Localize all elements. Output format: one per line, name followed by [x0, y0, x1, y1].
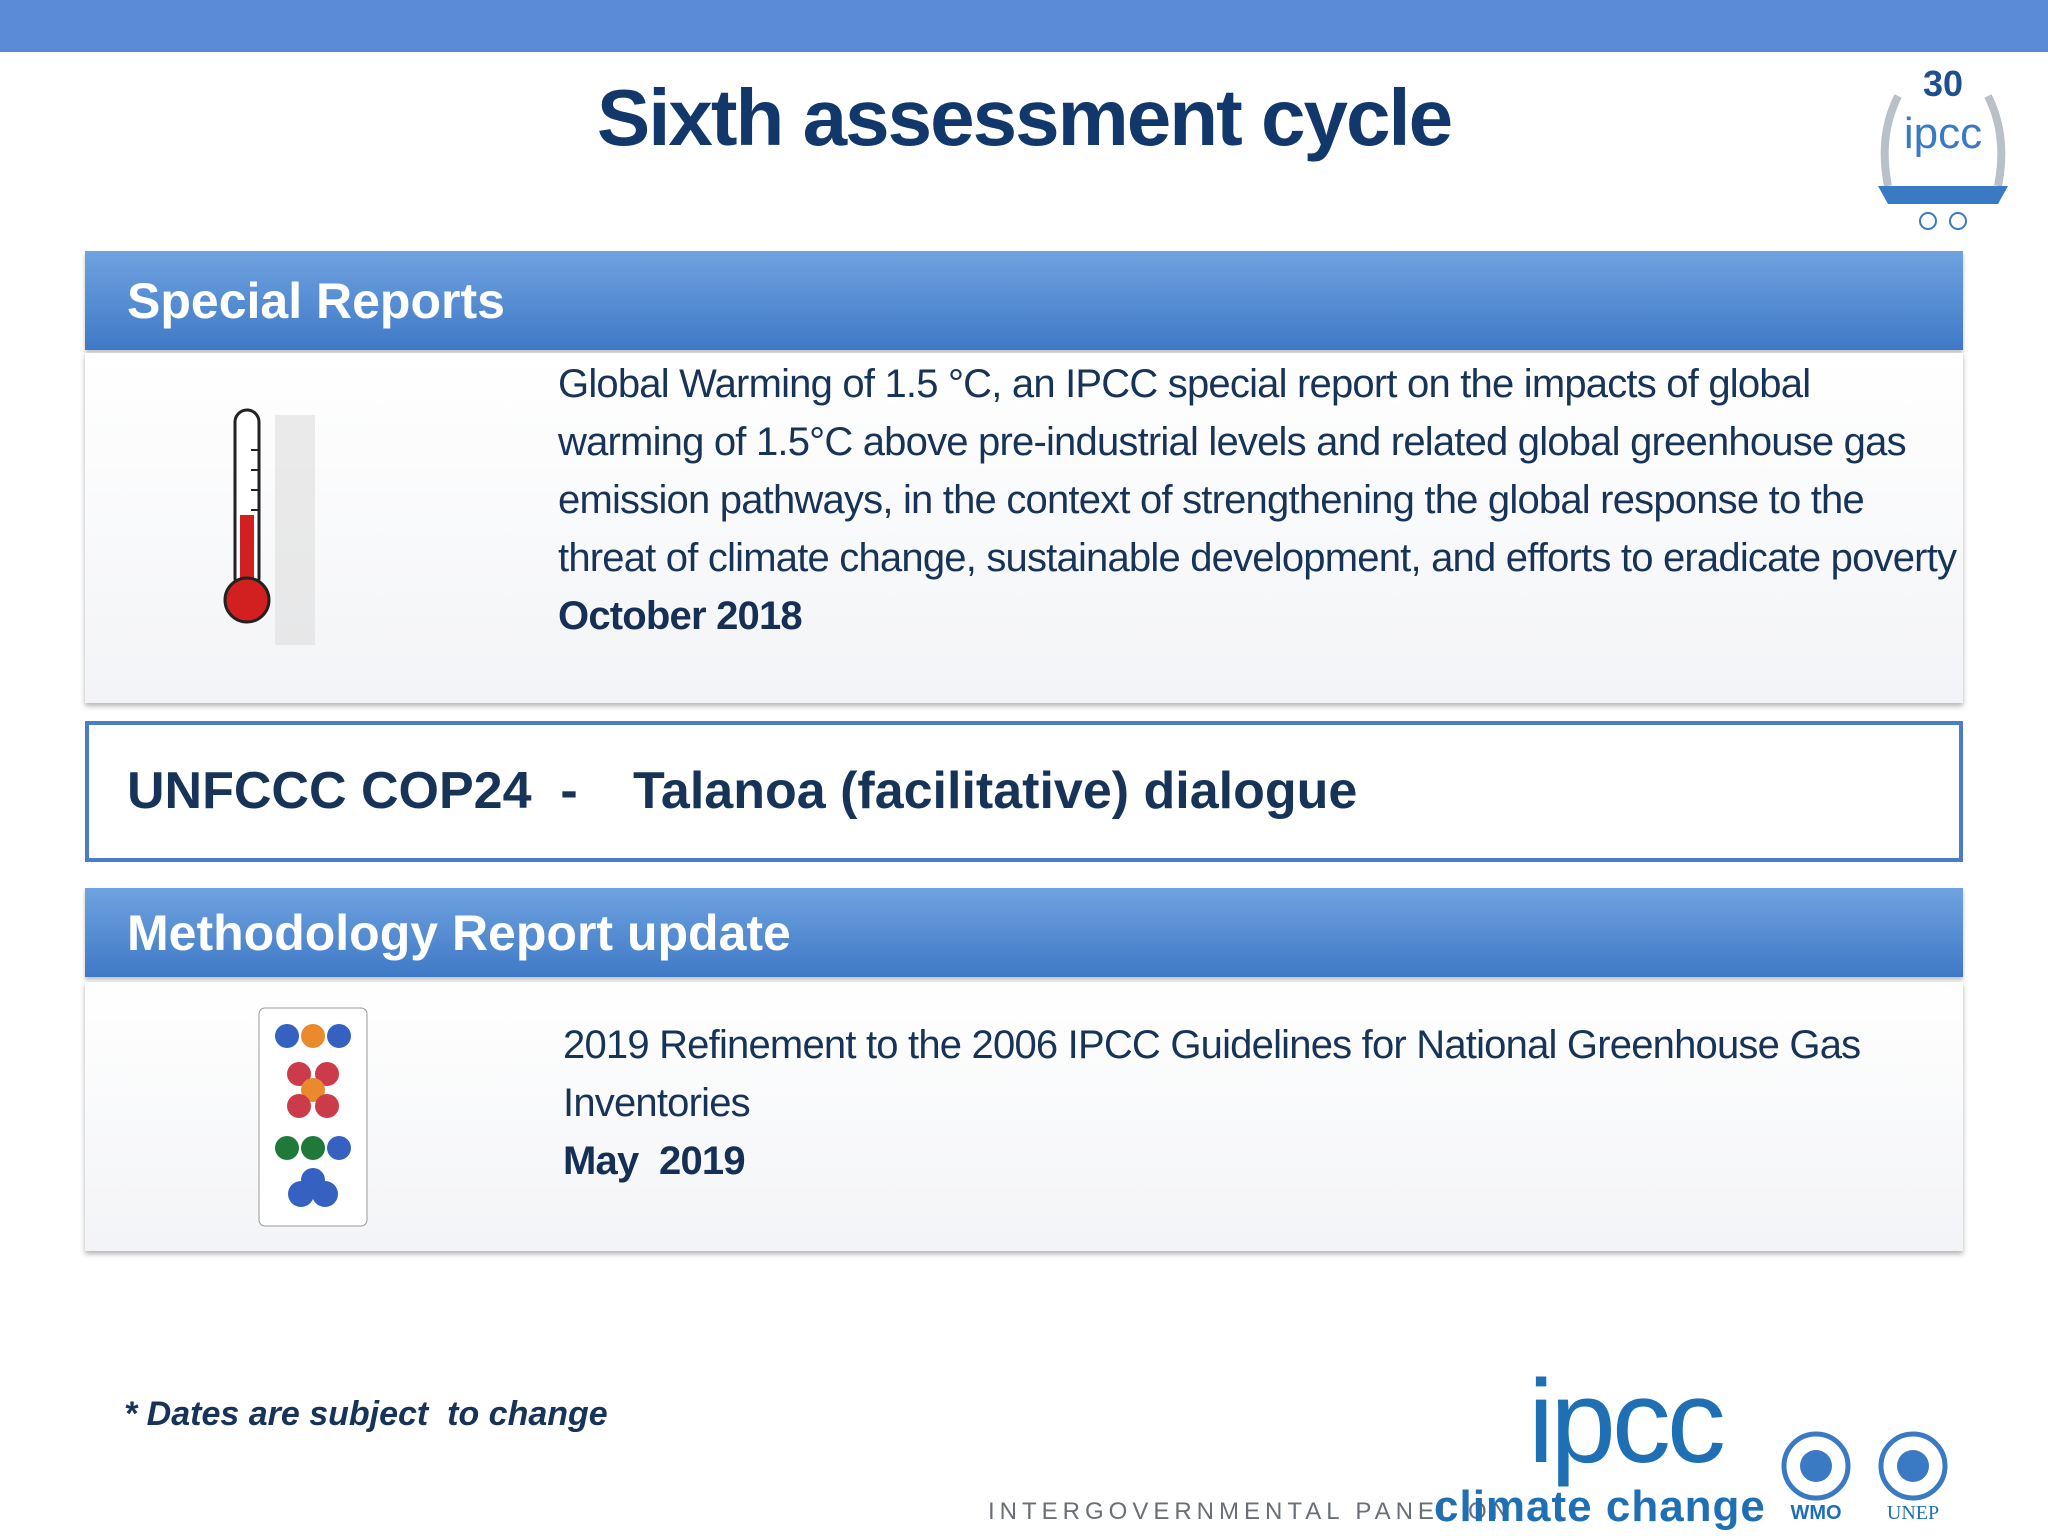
unep-globe [1897, 1450, 1929, 1482]
mercury [240, 515, 254, 595]
partner-name: WMO [1790, 1502, 1841, 1524]
wmo-globe [1800, 1450, 1832, 1482]
report-date: May 2019 [563, 1139, 746, 1183]
footer-org: INTERGOVERNMENTAL PANEL ON [988, 1498, 1515, 1525]
top-bar [0, 0, 2048, 52]
wmo-emblem [1781, 1431, 1851, 1501]
section-box: 2019 Refinement to the 2006 IPCC Guideli… [85, 982, 1963, 1251]
thermometer-icon [223, 408, 315, 645]
footer-tagline: climate change [1434, 1482, 1766, 1531]
cop-label: UNFCCC COP24 - [127, 762, 578, 820]
footer-logo: ipcc [1528, 1356, 1726, 1488]
section-heading: Special Reports [85, 251, 1963, 350]
report-date: October 2018 [558, 594, 803, 638]
section-text: 2019 Refinement to the 2006 IPCC Guideli… [563, 1016, 1963, 1190]
section-text: Global Warming of 1.5 °C, an IPCC specia… [558, 355, 1958, 645]
scale [251, 449, 259, 511]
seal [1949, 212, 1967, 230]
footnote: * Dates are subject to change [124, 1395, 608, 1433]
anniversary-badge: 30 ipcc [1878, 66, 2008, 230]
partner-name: UNEP [1887, 1502, 1939, 1524]
section-box: Global Warming of 1.5 °C, an IPCC specia… [85, 353, 1963, 703]
unep-emblem [1878, 1431, 1948, 1501]
shadow [275, 415, 315, 645]
seal [1919, 212, 1937, 230]
badge-number: 30 [1923, 66, 1963, 104]
section-heading: Methodology Report update [85, 888, 1963, 977]
badge-name: ipcc [1904, 109, 1982, 158]
slide-title: Sixth assessment cycle [596, 73, 1453, 162]
cover [258, 1007, 368, 1227]
partner-logos: WMO UNEP [1781, 1431, 1948, 1524]
bulb [223, 576, 271, 624]
report-title: 2019 Refinement to the 2006 IPCC Guideli… [563, 1023, 1861, 1125]
cop-dialogue: Talanoa (facilitative) dialogue [633, 762, 1358, 820]
report-title: Global Warming of 1.5 °C, an IPCC specia… [558, 362, 1957, 580]
wreath [1880, 94, 2006, 187]
ribbon [1878, 186, 2008, 204]
guidelines-icon [258, 1007, 368, 1227]
cop-box: UNFCCC COP24 - Talanoa (facilitative) di… [85, 721, 1963, 862]
